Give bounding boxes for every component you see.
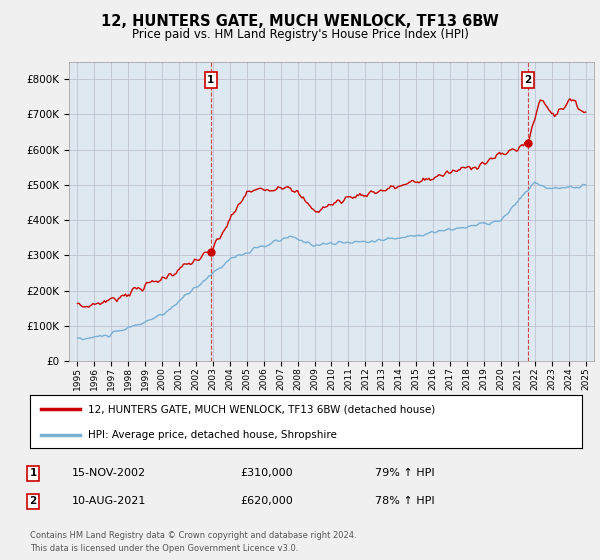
Text: Price paid vs. HM Land Registry's House Price Index (HPI): Price paid vs. HM Land Registry's House … xyxy=(131,28,469,41)
Text: 1: 1 xyxy=(207,75,215,85)
Text: £310,000: £310,000 xyxy=(240,468,293,478)
Text: Contains HM Land Registry data © Crown copyright and database right 2024.: Contains HM Land Registry data © Crown c… xyxy=(30,531,356,540)
Text: £620,000: £620,000 xyxy=(240,496,293,506)
Text: 15-NOV-2002: 15-NOV-2002 xyxy=(72,468,146,478)
Text: 1: 1 xyxy=(29,468,37,478)
Text: 79% ↑ HPI: 79% ↑ HPI xyxy=(375,468,434,478)
Text: 10-AUG-2021: 10-AUG-2021 xyxy=(72,496,146,506)
Text: 12, HUNTERS GATE, MUCH WENLOCK, TF13 6BW: 12, HUNTERS GATE, MUCH WENLOCK, TF13 6BW xyxy=(101,14,499,29)
Text: This data is licensed under the Open Government Licence v3.0.: This data is licensed under the Open Gov… xyxy=(30,544,298,553)
Text: 78% ↑ HPI: 78% ↑ HPI xyxy=(375,496,434,506)
Text: HPI: Average price, detached house, Shropshire: HPI: Average price, detached house, Shro… xyxy=(88,430,337,440)
Text: 12, HUNTERS GATE, MUCH WENLOCK, TF13 6BW (detached house): 12, HUNTERS GATE, MUCH WENLOCK, TF13 6BW… xyxy=(88,404,435,414)
Text: 2: 2 xyxy=(29,496,37,506)
Text: 2: 2 xyxy=(524,75,532,85)
